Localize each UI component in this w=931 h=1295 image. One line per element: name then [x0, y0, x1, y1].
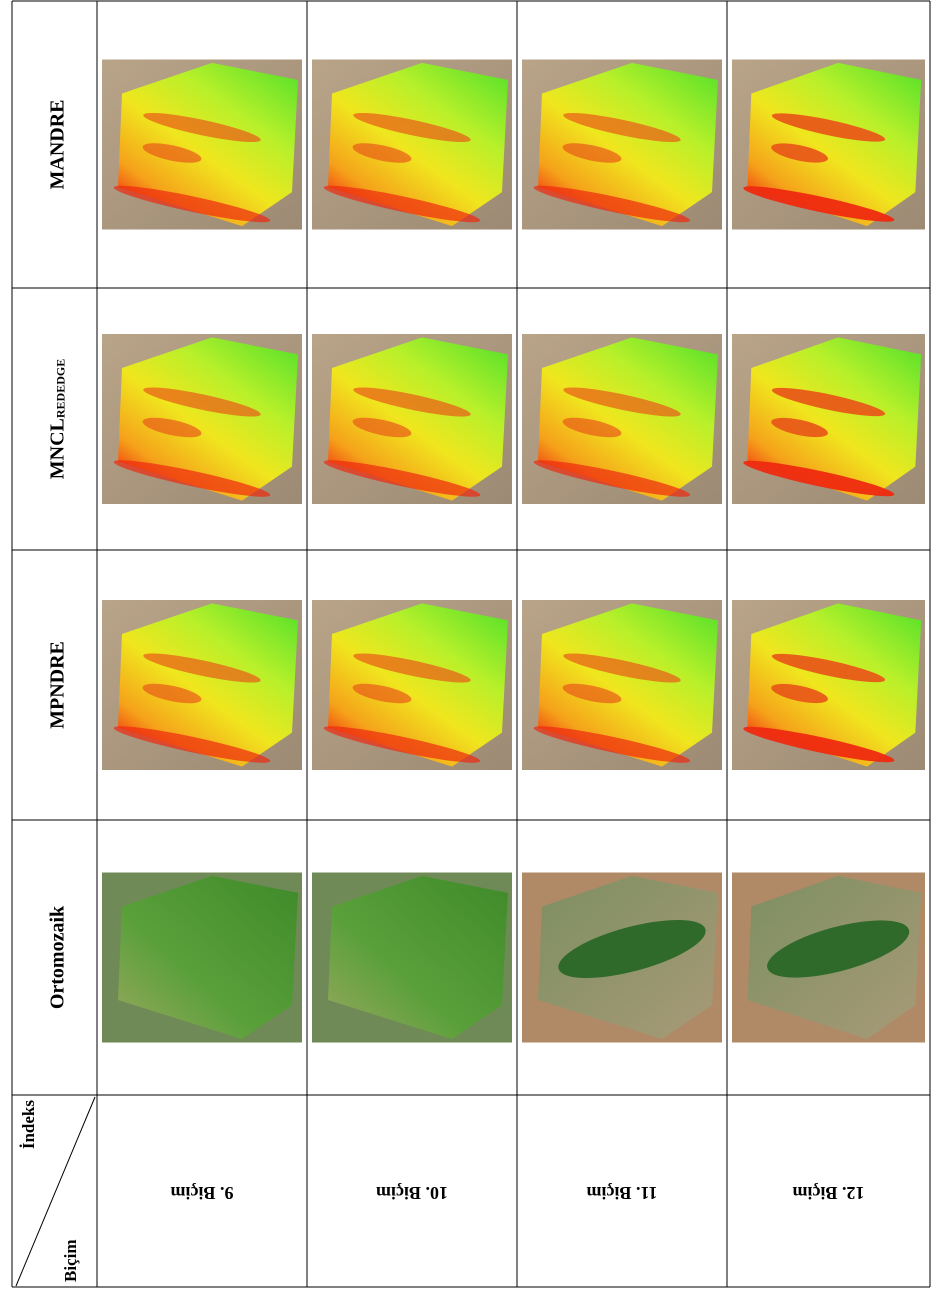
stress-band [562, 143, 622, 163]
field-area [538, 62, 718, 227]
stress-band [771, 113, 886, 142]
field-area [747, 603, 922, 767]
stress-band [533, 460, 691, 497]
stress-band [113, 726, 271, 763]
vegetation-band [767, 920, 910, 978]
field-area [118, 603, 298, 767]
stress-band [771, 387, 886, 417]
field-area [538, 337, 718, 501]
field-area [328, 603, 508, 767]
field-image [732, 59, 925, 230]
stress-band [353, 112, 471, 143]
corner-top-label: İndeks [19, 1100, 38, 1150]
stress-band [563, 112, 681, 143]
corner-bottom-label: Biçim [61, 1240, 80, 1283]
row-label-main: MNCL [46, 418, 68, 479]
field-image [312, 334, 512, 504]
field-image [522, 600, 722, 770]
field-area [118, 62, 298, 227]
stress-band [771, 683, 828, 704]
field-image [522, 59, 722, 230]
field-area [328, 337, 508, 501]
stress-band [352, 143, 412, 163]
field-image [102, 872, 302, 1043]
column-label: 11. Biçim [586, 1183, 657, 1203]
row-label-subscript: REDEDGE [53, 359, 67, 418]
row-label-main: MANDRE [46, 100, 68, 190]
field-image [102, 600, 302, 770]
field-image [522, 334, 722, 504]
field-image [312, 600, 512, 770]
field-image [312, 872, 512, 1043]
stress-band [562, 683, 622, 704]
field-image [102, 59, 302, 230]
stress-band [113, 460, 271, 497]
field-area [328, 62, 508, 227]
stress-band [533, 185, 691, 223]
stress-band [142, 417, 202, 438]
field-area [328, 875, 508, 1040]
corner-diagonal [15, 1096, 96, 1287]
field-image [312, 59, 512, 230]
stress-band [323, 726, 481, 763]
field-image [522, 872, 722, 1043]
row-label-main: Ortomozaik [46, 905, 68, 1009]
field-area [747, 337, 922, 501]
row-label: MANDRE [46, 100, 68, 190]
stress-band [562, 417, 622, 438]
row-label: MNCLREDEDGE [46, 359, 68, 479]
stress-band [143, 653, 261, 683]
stress-band [533, 726, 691, 763]
field-area [118, 875, 298, 1040]
column-label: 9. Biçim [171, 1183, 234, 1203]
stress-band [563, 653, 681, 683]
column-label: 10. Biçim [376, 1183, 448, 1203]
stress-band [323, 185, 481, 223]
column-label: 12. Biçim [793, 1183, 865, 1203]
field-image [732, 600, 925, 770]
field-image [102, 334, 302, 504]
stress-band [353, 387, 471, 417]
stress-band [143, 387, 261, 417]
field-image [732, 872, 925, 1043]
stress-band [743, 186, 895, 222]
field-area [118, 337, 298, 501]
stress-band [771, 417, 828, 438]
stress-band [113, 185, 271, 223]
stress-band [771, 143, 828, 163]
stress-band [352, 417, 412, 438]
field-area [538, 603, 718, 767]
row-label: Ortomozaik [46, 905, 68, 1009]
stress-band [143, 112, 261, 143]
stress-band [323, 460, 481, 497]
row-label: MPNDRE [46, 641, 68, 729]
stress-band [563, 387, 681, 417]
stress-band [353, 653, 471, 683]
stress-band [743, 726, 895, 763]
stress-band [142, 683, 202, 704]
vegetation-band [558, 919, 706, 979]
stress-band [352, 683, 412, 704]
field-image [732, 334, 925, 504]
row-label-main: MPNDRE [46, 641, 68, 729]
stress-band [743, 460, 895, 497]
stress-band [771, 653, 886, 683]
field-area [747, 62, 922, 227]
stress-band [142, 143, 202, 163]
